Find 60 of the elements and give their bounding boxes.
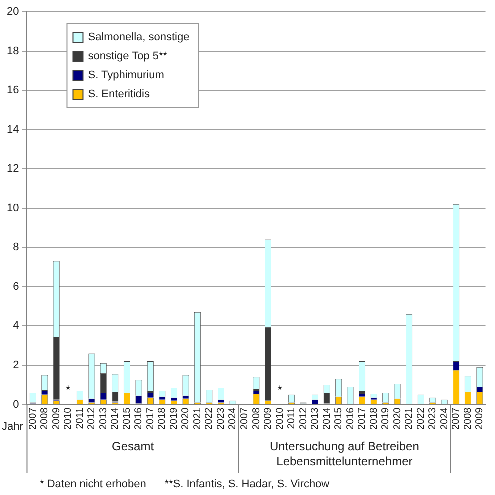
- y-tick-label: 14: [6, 124, 20, 136]
- x-tick-label: 2009: [263, 407, 274, 430]
- y-tick-label: 18: [6, 45, 20, 58]
- y-tick-label: 0: [13, 398, 20, 411]
- x-tick-label: 2008: [462, 407, 474, 430]
- x-tick-label: 2007: [451, 407, 462, 430]
- x-tick-label: 2017: [145, 407, 156, 430]
- x-tick-label: 2023: [428, 407, 439, 430]
- x-tick-label: 2014: [322, 407, 333, 430]
- y-tick-label: 6: [13, 280, 20, 293]
- x-tick-label: 2010: [63, 407, 74, 430]
- x-tick-label: 2013: [98, 407, 110, 430]
- y-tick-label: 20: [6, 6, 20, 18]
- x-tick-label: 2012: [298, 407, 310, 430]
- text: * Daten nicht erhoben **S. Infantis, S. Hadar, S. Virchow: [40, 478, 330, 491]
- x-axis-title: Jahr: [2, 420, 24, 433]
- y-tick-label: 10: [6, 202, 20, 214]
- x-tick-label: 2021: [404, 407, 416, 430]
- x-tick-label: 2021: [192, 407, 204, 430]
- annotation: *: [278, 383, 283, 398]
- x-tick-label: 2023: [216, 407, 227, 430]
- x-tick-label: 2019: [380, 407, 392, 430]
- y-tick-label: 16: [6, 84, 20, 97]
- x-tick-label: 2008: [251, 407, 262, 430]
- x-tick-label: 2010: [274, 407, 286, 430]
- x-tick-label: 2015: [122, 407, 133, 430]
- y-tick-label: 12: [6, 163, 20, 176]
- x-tick-label: 2009: [474, 407, 486, 430]
- x-tick-label: 2020: [180, 407, 192, 430]
- legend-label: S. Enteritidis: [88, 88, 150, 101]
- x-tick-label: 2012: [86, 407, 98, 430]
- x-tick-label: 2024: [228, 407, 239, 430]
- annotation: *: [66, 383, 72, 398]
- x-tick-label: 2008: [40, 407, 51, 430]
- x-tick-label: 2015: [334, 407, 345, 430]
- y-tick-label: 8: [13, 242, 20, 254]
- x-tick-label: 2024: [439, 407, 450, 430]
- x-tick-label: 2017: [357, 407, 368, 430]
- x-tick-label: 2020: [392, 407, 404, 430]
- legend-label: sonstige Top 5**: [88, 50, 168, 63]
- x-tick-label: 2014: [110, 407, 122, 430]
- text: Untersuchung auf Betreiben Lebensmittelunternehmer: [270, 439, 420, 468]
- x-tick-label: 2018: [368, 407, 380, 430]
- x-tick-label: 2016: [345, 407, 356, 430]
- x-tick-label: 2016: [134, 407, 145, 430]
- x-tick-label: 2007: [28, 407, 39, 430]
- x-tick-label: 2022: [416, 407, 427, 430]
- y-tick-label: 4: [13, 320, 20, 332]
- x-tick-label: 2018: [157, 407, 168, 430]
- x-tick-label: 2022: [204, 407, 216, 430]
- x-tick-label: 2009: [51, 407, 62, 430]
- x-tick-label: 2007: [240, 407, 250, 430]
- x-tick-label: 2011: [74, 407, 86, 430]
- y-tick-label: 2: [13, 360, 20, 372]
- legend-label: Salmonella, sonstige: [88, 32, 190, 44]
- text: Gesamt: [112, 439, 155, 454]
- x-tick-label: 2013: [310, 407, 322, 430]
- x-tick-label: 2011: [286, 407, 298, 430]
- legend-label: S. Typhimurium: [88, 70, 164, 82]
- x-tick-label: 2019: [168, 407, 180, 430]
